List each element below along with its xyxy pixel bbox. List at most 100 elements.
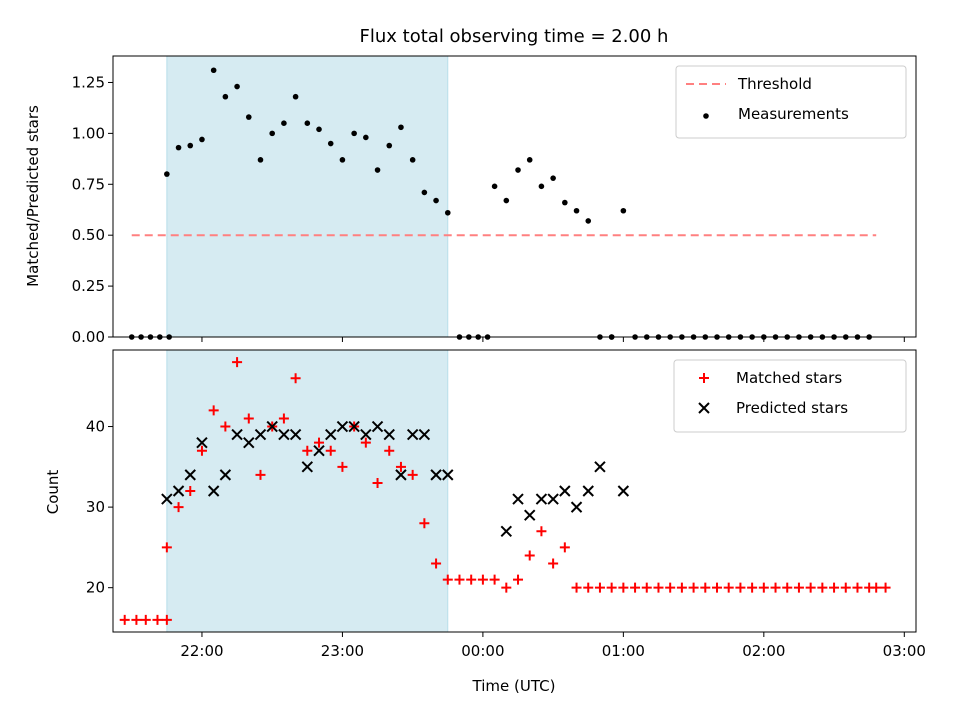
matched-stars-point	[208, 405, 219, 416]
matched-stars-point	[606, 582, 617, 593]
matched-stars-point	[360, 437, 371, 448]
predicted-stars-point	[512, 493, 524, 505]
y-tick-label: 20	[86, 579, 105, 597]
bottom-axes: 20 30 40 22:00 23:00 00:00 01:00 02:00 03:00 Matc…	[86, 349, 926, 660]
predicted-stars-point	[395, 469, 407, 481]
predicted-stars-point	[266, 420, 278, 433]
matched-stars-point	[641, 582, 652, 593]
measurement-point	[351, 130, 357, 137]
matched-stars-point	[185, 486, 196, 496]
matched-stars-point	[524, 550, 535, 561]
matched-stars-point	[880, 582, 891, 593]
matched-stars-point	[290, 373, 301, 384]
legend: Matched stars Predicted stars	[673, 359, 907, 433]
matched-stars-point	[232, 357, 243, 368]
legend-label: Predicted stars	[736, 399, 848, 417]
y-tick-label: 0.50	[72, 226, 105, 244]
predicted-stars-point	[336, 420, 349, 433]
measurement-point	[292, 93, 299, 100]
matched-stars-point	[243, 413, 254, 424]
legend-label: Threshold	[737, 75, 812, 93]
measurement-point	[444, 209, 451, 216]
matched-stars-point	[829, 582, 840, 593]
predicted-stars-point	[231, 428, 243, 441]
x-tick-label: 03:00	[883, 642, 926, 660]
legend-box	[673, 359, 907, 433]
measurement-point	[257, 157, 264, 163]
x-tick-label: 00:00	[461, 642, 504, 660]
measurement-point	[562, 199, 568, 206]
matched-stars-point	[805, 582, 816, 593]
matched-stars-point	[793, 582, 804, 593]
top-axes: 0.00 0.25 0.50 0.75 1.00 1.25 Threshold Measure…	[72, 55, 917, 346]
predicted-stars-point	[325, 428, 337, 441]
measurement-point	[175, 144, 182, 151]
x-tick-label: 22:00	[180, 642, 223, 660]
chart-title: Flux total observing time = 2.00 h	[360, 26, 669, 47]
matched-stars-point	[477, 574, 488, 585]
axes-frame	[112, 55, 917, 338]
measurement-point	[234, 83, 240, 90]
matched-stars-point	[161, 614, 172, 625]
measurement-point	[550, 175, 556, 181]
matched-stars-point	[665, 582, 676, 593]
matched-stars-point	[782, 582, 793, 593]
matched-stars-point	[140, 614, 151, 625]
predicted-stars-point	[406, 428, 419, 441]
predicted-stars-point	[559, 485, 571, 497]
measurement-point	[304, 120, 311, 126]
y-tick-label: 1.25	[72, 73, 105, 91]
matched-stars-point	[255, 469, 266, 480]
matched-stars-point	[220, 421, 231, 432]
predicted-stars-point	[301, 461, 314, 473]
predicted-stars-point	[172, 485, 185, 497]
matched-stars-point	[735, 582, 746, 593]
matched-stars-point	[548, 558, 559, 569]
matched-stars-point	[594, 582, 605, 593]
measurement-point	[199, 136, 205, 143]
matched-stars-point	[131, 614, 142, 625]
predicted-stars-point	[313, 445, 325, 457]
matched-stars-point	[407, 469, 418, 480]
measurement-point	[421, 189, 428, 196]
measurement-point	[339, 157, 346, 163]
matched-stars-point	[618, 582, 629, 593]
matched-stars-point	[119, 614, 130, 625]
predicted-stars-point	[348, 420, 360, 433]
measurement-point	[327, 140, 334, 147]
measurement-point	[620, 207, 627, 214]
matched-stars-point	[770, 582, 781, 593]
x-tick-label: 01:00	[602, 642, 645, 660]
bottom-ylabel: Count	[44, 470, 62, 515]
axes-frame	[112, 349, 917, 633]
predicted-stars-point	[360, 428, 372, 441]
matched-stars-point	[152, 614, 163, 625]
measurement-point	[269, 130, 275, 137]
predicted-stars-point	[371, 420, 384, 433]
predicted-stars-point	[500, 525, 513, 537]
measurement-point	[585, 218, 592, 224]
predicted-stars-point	[289, 428, 302, 441]
measurement-point	[491, 183, 498, 190]
matched-stars-point	[723, 582, 734, 593]
matched-stars-point	[700, 582, 711, 593]
measurement-point	[316, 126, 322, 133]
predicted-stars-point	[442, 469, 454, 481]
matched-stars-point	[712, 582, 723, 593]
measurement-point	[398, 124, 404, 131]
measurement-point	[409, 157, 416, 163]
matched-stars-point	[395, 461, 406, 472]
x-tick-label: 23:00	[321, 642, 364, 660]
y-tick-label: 30	[86, 498, 105, 516]
legend-predicted-swatch	[698, 402, 710, 414]
matched-stars-point	[314, 437, 325, 448]
measurement-point	[374, 167, 381, 173]
shaded-span	[166, 349, 449, 633]
predicted-stars-point	[582, 485, 594, 497]
y-tick-label: 0.00	[72, 328, 105, 346]
predicted-stars-point	[184, 469, 196, 481]
predicted-stars-point	[254, 428, 267, 441]
matched-stars-point	[325, 445, 336, 456]
shaded-span	[166, 55, 449, 338]
matched-stars-point	[384, 445, 395, 456]
